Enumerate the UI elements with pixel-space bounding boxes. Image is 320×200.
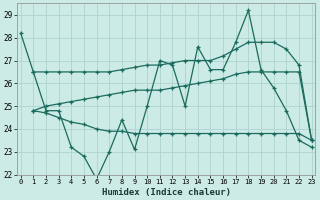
X-axis label: Humidex (Indice chaleur): Humidex (Indice chaleur) <box>102 188 231 197</box>
